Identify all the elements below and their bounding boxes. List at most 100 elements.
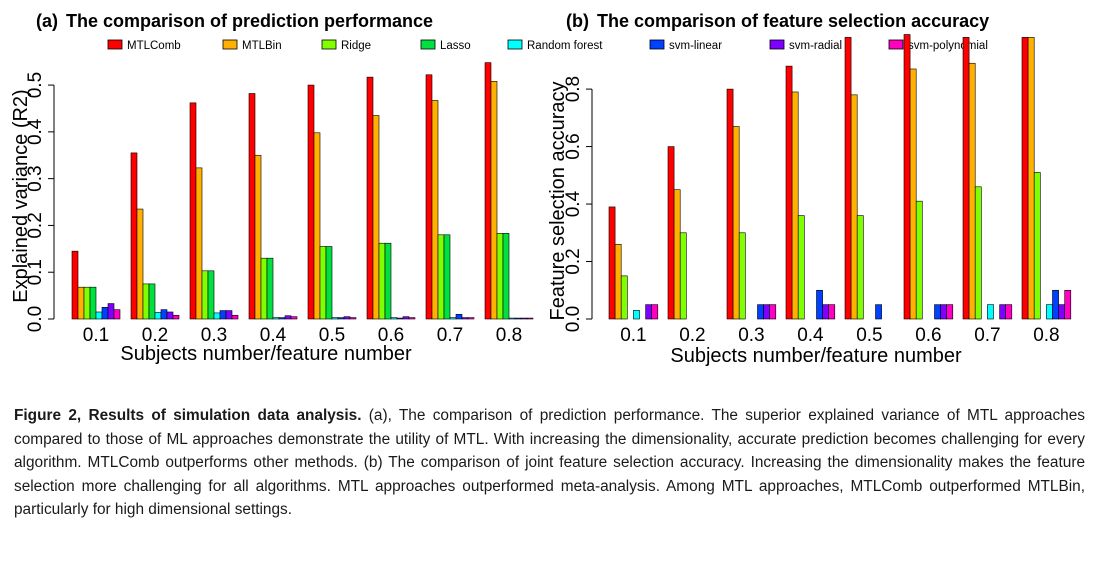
bar-ridge-0.8 [496, 233, 504, 320]
bar-lasso-0.5 [325, 246, 333, 320]
bar-mtlcomb-0.8 [1021, 37, 1029, 320]
bar-svm-linear-0.2 [160, 309, 168, 320]
bar-ridge-0.8 [1033, 172, 1041, 320]
bar-svm-polynomial-0.4 [290, 316, 298, 320]
x-tick-label: 0.3 [201, 325, 227, 346]
bar-svm-radial-0.4 [284, 315, 292, 320]
x-tick-label: 0.6 [378, 325, 404, 346]
bar-mtlbin-0.8 [1027, 37, 1035, 320]
bar-mtlcomb-0.4 [248, 93, 256, 320]
bar-mtlbin-0.8 [490, 81, 498, 320]
bar-svm-polynomial-0.1 [651, 304, 659, 320]
bar-mtlbin-0.6 [909, 68, 917, 320]
panel-a-plot: 0.0 0.1 0.2 0.3 0.4 0.5 0.1 0.2 0.3 0.4 0.5 0.6 0.7 0… [25, 62, 534, 346]
bar-mtlcomb-0.4 [785, 65, 793, 320]
panel-b-plot: 0.0 0.2 0.4 0.6 0.8 0.1 0.2 0.3 0.4 0.5 0.6 0.7 0.8 [563, 34, 1072, 346]
caption-body: (a), The comparison of prediction perfor… [14, 407, 1085, 518]
bar-svm-radial-0.6 [402, 316, 410, 320]
bar-ridge-0.1 [620, 275, 628, 320]
bar-svm-linear-0.6 [934, 304, 941, 320]
y-tick-label: 0.1 [25, 259, 46, 285]
bar-random-forest-0.8 [1046, 304, 1053, 320]
bar-svm-linear-0.8 [514, 317, 522, 320]
bar-svm-linear-0.4 [816, 289, 823, 320]
bar-svm-linear-0.5 [337, 317, 345, 320]
bar-mtlcomb-0.3 [726, 88, 734, 320]
legend-swatch-6 [769, 39, 785, 50]
bar-ridge-0.6 [378, 242, 386, 320]
bar-mtlbin-0.2 [673, 189, 681, 320]
bar-mtlcomb-0.5 [307, 84, 315, 320]
bar-mtlbin-0.3 [732, 126, 740, 320]
bar-lasso-0.4 [266, 257, 274, 320]
x-tick-label: 0.5 [856, 325, 882, 346]
y-tick-label: 0.8 [563, 76, 584, 102]
y-tick-label: 0.2 [563, 248, 584, 274]
bar-mtlbin-0.4 [791, 91, 799, 320]
bar-mtlbin-0.5 [850, 94, 858, 320]
x-tick-label: 0.8 [1033, 325, 1059, 346]
bar-svm-radial-0.6 [940, 304, 947, 320]
figure-svg: (a) The comparison of prediction perform… [10, 11, 1072, 367]
legend-label-3: Lasso [440, 40, 471, 52]
bar-mtlcomb-0.6 [366, 76, 374, 320]
bar-mtlbin-0.5 [313, 132, 321, 320]
x-tick-label: 0.7 [974, 325, 1000, 346]
bar-mtlbin-0.6 [372, 115, 380, 320]
bar-svm-radial-0.8 [1058, 304, 1065, 320]
bar-svm-linear-0.7 [455, 314, 463, 320]
bar-mtlbin-0.1 [77, 286, 85, 320]
legend-label-0: MTLComb [127, 40, 181, 52]
x-tick-label: 0.8 [496, 325, 522, 346]
bar-svm-radial-0.7 [999, 304, 1006, 320]
bar-svm-polynomial-0.3 [231, 314, 239, 320]
bar-mtlbin-0.1 [614, 243, 622, 320]
panel-a-letter: (a) [36, 11, 58, 31]
bar-mtlcomb-0.1 [71, 250, 79, 320]
y-tick-label: 0.0 [563, 306, 584, 332]
bar-svm-radial-0.7 [461, 317, 469, 320]
bar-svm-polynomial-0.2 [172, 314, 180, 320]
bar-lasso-0.6 [384, 242, 392, 320]
bar-svm-radial-0.5 [343, 316, 351, 320]
legend-label-6: svm-radial [789, 40, 842, 52]
panel-b-letter: (b) [566, 11, 589, 31]
x-tick-label: 0.7 [437, 325, 463, 346]
y-tick-label: 0.0 [25, 306, 46, 332]
y-tick-label: 0.4 [25, 118, 46, 145]
panel-a-ylabel: Explained variance (R2) [10, 89, 32, 302]
legend-swatch-4 [507, 39, 523, 50]
bar-random-forest-0.1 [95, 311, 103, 320]
bar-svm-polynomial-0.3 [769, 304, 777, 320]
bar-svm-radial-0.1 [645, 304, 652, 320]
legend-label-4: Random forest [527, 40, 603, 52]
legend: MTLComb MTLBin Ridge Lasso Random forest svm-… [107, 39, 988, 52]
x-tick-label: 0.3 [738, 325, 764, 346]
legend-label-7: svm-polynomial [908, 40, 988, 52]
bar-svm-polynomial-0.1 [113, 309, 121, 320]
figure-caption: Figure 2, Results of simulation data ana… [14, 404, 1085, 522]
bar-svm-radial-0.3 [763, 304, 770, 320]
legend-swatch-0 [107, 39, 123, 50]
bar-lasso-0.2 [148, 283, 156, 320]
legend-swatch-7 [888, 39, 904, 50]
panel-b-title: The comparison of feature selection accu… [597, 11, 989, 31]
bar-svm-radial-0.4 [822, 304, 829, 320]
x-tick-label: 0.4 [797, 325, 824, 346]
bar-random-forest-0.3 [213, 312, 221, 320]
legend-swatch-3 [420, 39, 436, 50]
bar-mtlcomb-0.7 [962, 37, 970, 320]
panel-a-title: The comparison of prediction performance [66, 11, 433, 31]
bar-mtlbin-0.7 [431, 100, 439, 320]
bar-lasso-0.8 [502, 233, 510, 320]
bar-random-forest-0.5 [331, 317, 339, 320]
bar-svm-linear-0.4 [278, 317, 286, 320]
bar-mtlbin-0.2 [136, 208, 144, 320]
bar-random-forest-0.1 [633, 310, 640, 320]
bar-mtlcomb-0.1 [608, 206, 616, 320]
panel-b-ylabel: Feature selection accuracy [547, 81, 569, 320]
panel-b-xlabel: Subjects number/feature number [670, 345, 962, 367]
bar-mtlbin-0.7 [968, 62, 976, 320]
bar-mtlcomb-0.8 [484, 62, 492, 320]
bar-svm-polynomial-0.8 [526, 317, 534, 320]
